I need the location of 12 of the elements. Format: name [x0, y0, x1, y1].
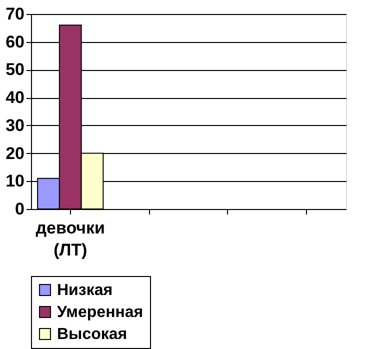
y-tick-label: 0 — [15, 200, 24, 218]
y-tick-label: 30 — [6, 116, 24, 135]
legend-label: Умеренная — [57, 304, 144, 321]
y-tick-label: 40 — [6, 88, 24, 108]
y-tick-label: 60 — [6, 32, 24, 52]
legend-label: Высокая — [57, 326, 128, 343]
y-tick-label: 20 — [6, 144, 24, 163]
y-tick-label: 10 — [6, 172, 24, 191]
legend-label: Низкая — [57, 282, 113, 299]
x-tick-label: девочки (ЛТ) — [36, 218, 106, 260]
y-tick-label: 50 — [6, 60, 24, 80]
y-tick-label: 70 — [6, 4, 24, 24]
